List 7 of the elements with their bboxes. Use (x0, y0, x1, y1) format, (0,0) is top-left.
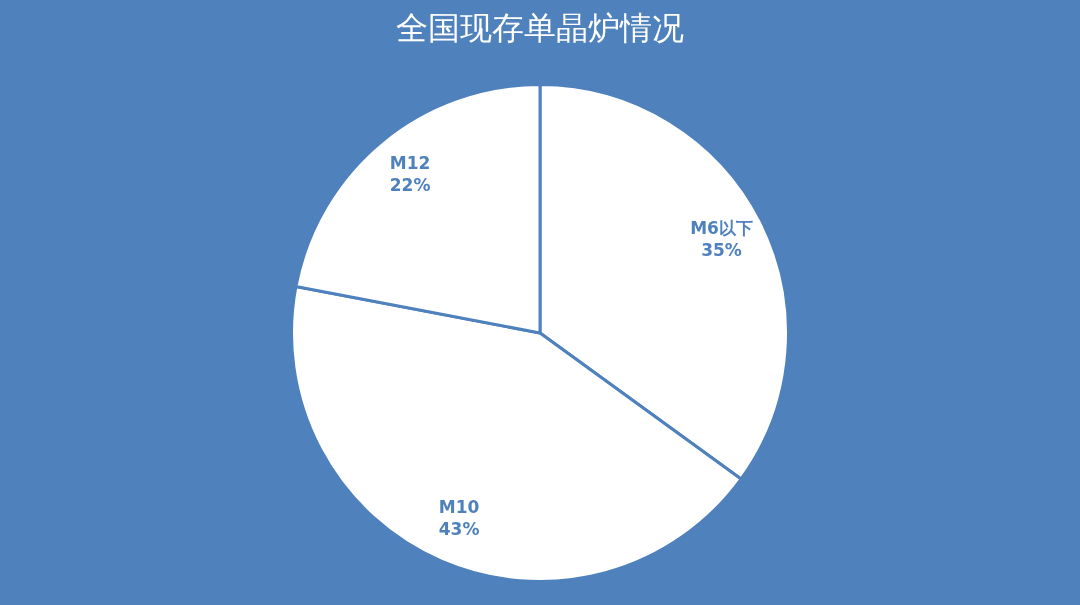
data-label: 43% (438, 519, 480, 540)
data-label: 22% (389, 175, 431, 196)
slice-label: M12 (389, 153, 431, 174)
slice-label: M6以下 (690, 217, 753, 238)
data-label: 35% (701, 239, 742, 260)
slice-label: M10 (438, 497, 480, 518)
chart-title: 全国现存单晶炉情况 (395, 8, 685, 49)
